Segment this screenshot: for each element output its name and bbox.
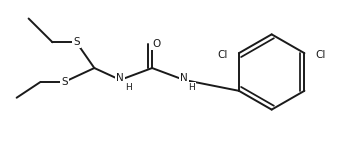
Text: S: S [73,37,80,47]
Text: N: N [180,73,188,83]
Text: Cl: Cl [218,50,228,60]
Text: O: O [152,39,160,49]
Text: N: N [116,73,124,83]
Text: S: S [61,77,68,87]
Text: H: H [189,83,195,92]
Text: Cl: Cl [315,50,325,60]
Text: H: H [125,83,131,92]
